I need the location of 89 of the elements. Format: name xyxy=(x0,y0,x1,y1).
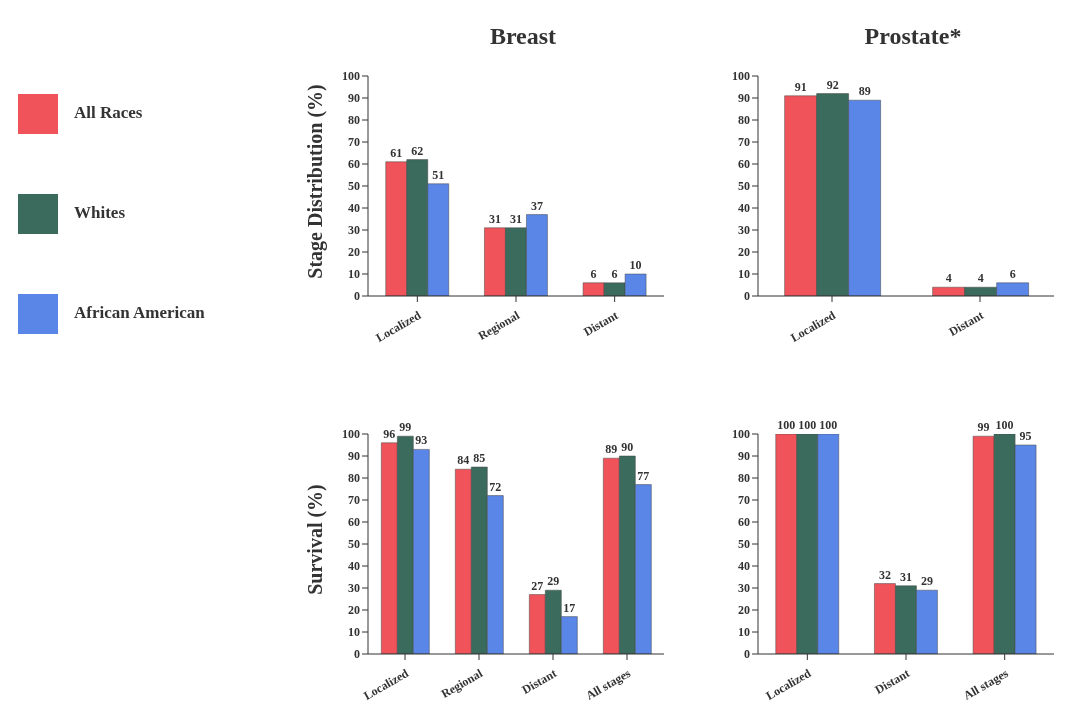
y-tick-label: 0 xyxy=(354,289,360,304)
data-label: 72 xyxy=(489,479,502,494)
y-tick-label: 60 xyxy=(738,157,750,172)
y-tick-label: 100 xyxy=(732,427,750,442)
y-tick-label: 10 xyxy=(738,267,750,282)
data-label: 4 xyxy=(977,271,984,286)
data-label: 31 xyxy=(899,569,912,584)
y-tick-label: 100 xyxy=(342,427,360,442)
data-label: 61 xyxy=(390,145,403,160)
y-tick-label: 60 xyxy=(348,157,360,172)
y-tick-label: 0 xyxy=(354,647,360,662)
y-tick-label: 70 xyxy=(738,135,750,150)
y-tick-label: 80 xyxy=(738,471,750,486)
data-label: 84 xyxy=(457,453,470,468)
y-tick-label: 10 xyxy=(738,625,750,640)
y-tick-label: 10 xyxy=(348,267,360,282)
y-tick-label: 100 xyxy=(732,69,750,84)
x-tick-label: All stages xyxy=(961,665,1011,703)
y-tick-label: 80 xyxy=(348,113,360,128)
y-tick-label: 30 xyxy=(348,223,360,238)
y-tick-label: 50 xyxy=(738,179,750,194)
y-tick-label: 40 xyxy=(348,559,360,574)
data-label: 93 xyxy=(415,433,428,448)
y-tick-label: 50 xyxy=(348,537,360,552)
y-tick-label: 0 xyxy=(744,289,750,304)
legend-label: All Races xyxy=(74,103,143,122)
y-tick-label: 40 xyxy=(348,201,360,216)
data-label: 100 xyxy=(819,418,838,432)
y-tick-label: 50 xyxy=(738,537,750,552)
data-label: 4 xyxy=(945,271,952,286)
chart-title: Prostate* xyxy=(863,22,963,51)
data-label: 92 xyxy=(826,77,839,92)
y-tick-label: 20 xyxy=(348,603,360,618)
y-tick-label: 100 xyxy=(342,69,360,84)
data-label: 32 xyxy=(878,567,891,582)
y-axis-title: Survival (%) xyxy=(303,483,327,595)
data-label: 6 xyxy=(1009,266,1016,281)
data-label: 17 xyxy=(563,600,576,615)
chart-title: Breast xyxy=(488,22,558,51)
data-label: 31 xyxy=(509,211,522,226)
data-label: 100 xyxy=(798,418,817,432)
y-tick-label: 70 xyxy=(348,493,360,508)
y-tick-label: 0 xyxy=(744,647,750,662)
data-label: 29 xyxy=(547,574,560,589)
y-tick-label: 20 xyxy=(348,245,360,260)
y-tick-label: 80 xyxy=(348,471,360,486)
data-label: 31 xyxy=(488,211,501,226)
data-label: 29 xyxy=(920,574,933,589)
data-label: 99 xyxy=(399,420,412,435)
data-label: 99 xyxy=(977,420,990,435)
y-tick-label: 20 xyxy=(738,245,750,260)
data-label: 90 xyxy=(621,440,634,454)
y-tick-label: 60 xyxy=(348,515,360,530)
data-label: 62 xyxy=(411,143,424,158)
y-tick-label: 10 xyxy=(348,625,360,640)
y-tick-label: 50 xyxy=(348,179,360,194)
y-tick-label: 60 xyxy=(738,515,750,530)
x-tick-label: All stages xyxy=(583,665,634,703)
y-tick-label: 70 xyxy=(738,493,750,508)
data-label: 85 xyxy=(473,451,486,465)
y-tick-label: 70 xyxy=(348,135,360,150)
data-label: 100 xyxy=(777,418,796,432)
data-label: 10 xyxy=(629,258,642,272)
data-label: 51 xyxy=(432,167,445,182)
y-tick-label: 30 xyxy=(348,581,360,596)
data-label: 6 xyxy=(590,266,597,281)
data-label: 89 xyxy=(605,442,618,457)
data-label: 91 xyxy=(794,79,807,94)
data-label: 37 xyxy=(530,198,543,213)
y-tick-label: 90 xyxy=(348,449,360,464)
data-label: 27 xyxy=(531,578,544,593)
legend-label: African American xyxy=(74,303,205,322)
y-tick-label: 80 xyxy=(738,113,750,128)
y-tick-label: 20 xyxy=(738,603,750,618)
y-tick-label: 30 xyxy=(738,223,750,238)
data-label: 77 xyxy=(637,468,650,483)
y-tick-label: 90 xyxy=(738,91,750,106)
data-label: 100 xyxy=(995,418,1014,432)
y-tick-label: 90 xyxy=(738,449,750,464)
data-label: 96 xyxy=(383,426,396,441)
y-tick-label: 40 xyxy=(738,201,750,216)
y-tick-label: 30 xyxy=(738,581,750,596)
legend-label: Whites xyxy=(74,203,125,222)
data-label: 6 xyxy=(611,266,618,281)
data-label: 89 xyxy=(858,84,871,99)
y-tick-label: 40 xyxy=(738,559,750,574)
y-axis-title: Stage Distribution (%) xyxy=(303,83,327,279)
data-label: 95 xyxy=(1019,429,1032,443)
y-tick-label: 90 xyxy=(348,91,360,106)
